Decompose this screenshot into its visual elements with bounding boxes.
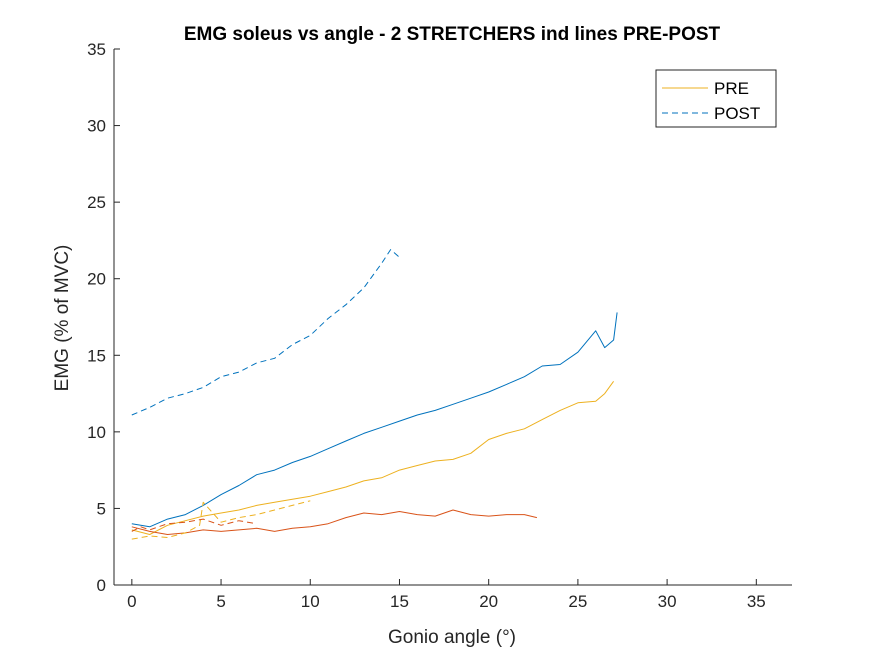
series-line-0 xyxy=(131,249,400,416)
x-tick-label: 5 xyxy=(216,592,225,611)
x-tick-label: 25 xyxy=(568,592,587,611)
series-layer xyxy=(131,249,618,540)
series-line-5 xyxy=(131,518,257,532)
y-tick-label: 15 xyxy=(87,346,106,365)
series-line-3 xyxy=(131,509,538,535)
x-tick-label: 0 xyxy=(127,592,136,611)
y-tick-label: 30 xyxy=(87,117,106,136)
y-tick-label: 20 xyxy=(87,270,106,289)
series-line-2 xyxy=(131,381,615,535)
chart-title: EMG soleus vs angle - 2 STRETCHERS ind l… xyxy=(184,24,721,45)
y-axis-label: EMG (% of MVC) xyxy=(52,245,73,392)
x-tick-label: 35 xyxy=(747,592,766,611)
legend-box xyxy=(655,69,777,128)
y-tick-label: 10 xyxy=(87,423,106,442)
x-axis-label: Gonio angle (°) xyxy=(388,627,516,648)
y-tick-label: 25 xyxy=(87,193,106,212)
series-line-4 xyxy=(131,500,311,540)
legend: PRE POST xyxy=(655,69,777,128)
legend-label-post: POST xyxy=(714,104,760,123)
x-tick-label: 30 xyxy=(658,592,677,611)
axes-layer: 0 5 10 15 20 25 30 35 0 5 10 15 20 25 30 35 xyxy=(87,40,792,611)
x-tick-label: 10 xyxy=(301,592,320,611)
x-tick-label: 20 xyxy=(479,592,498,611)
y-tick-label: 5 xyxy=(97,499,106,518)
y-tick-label: 35 xyxy=(87,40,106,59)
plot-area: 0 5 10 15 20 25 30 35 0 5 10 15 20 25 30 35 xyxy=(87,40,792,611)
series-line-1 xyxy=(131,312,618,528)
legend-label-pre: PRE xyxy=(714,79,749,98)
y-tick-label: 0 xyxy=(97,576,106,595)
x-tick-label: 15 xyxy=(390,592,409,611)
